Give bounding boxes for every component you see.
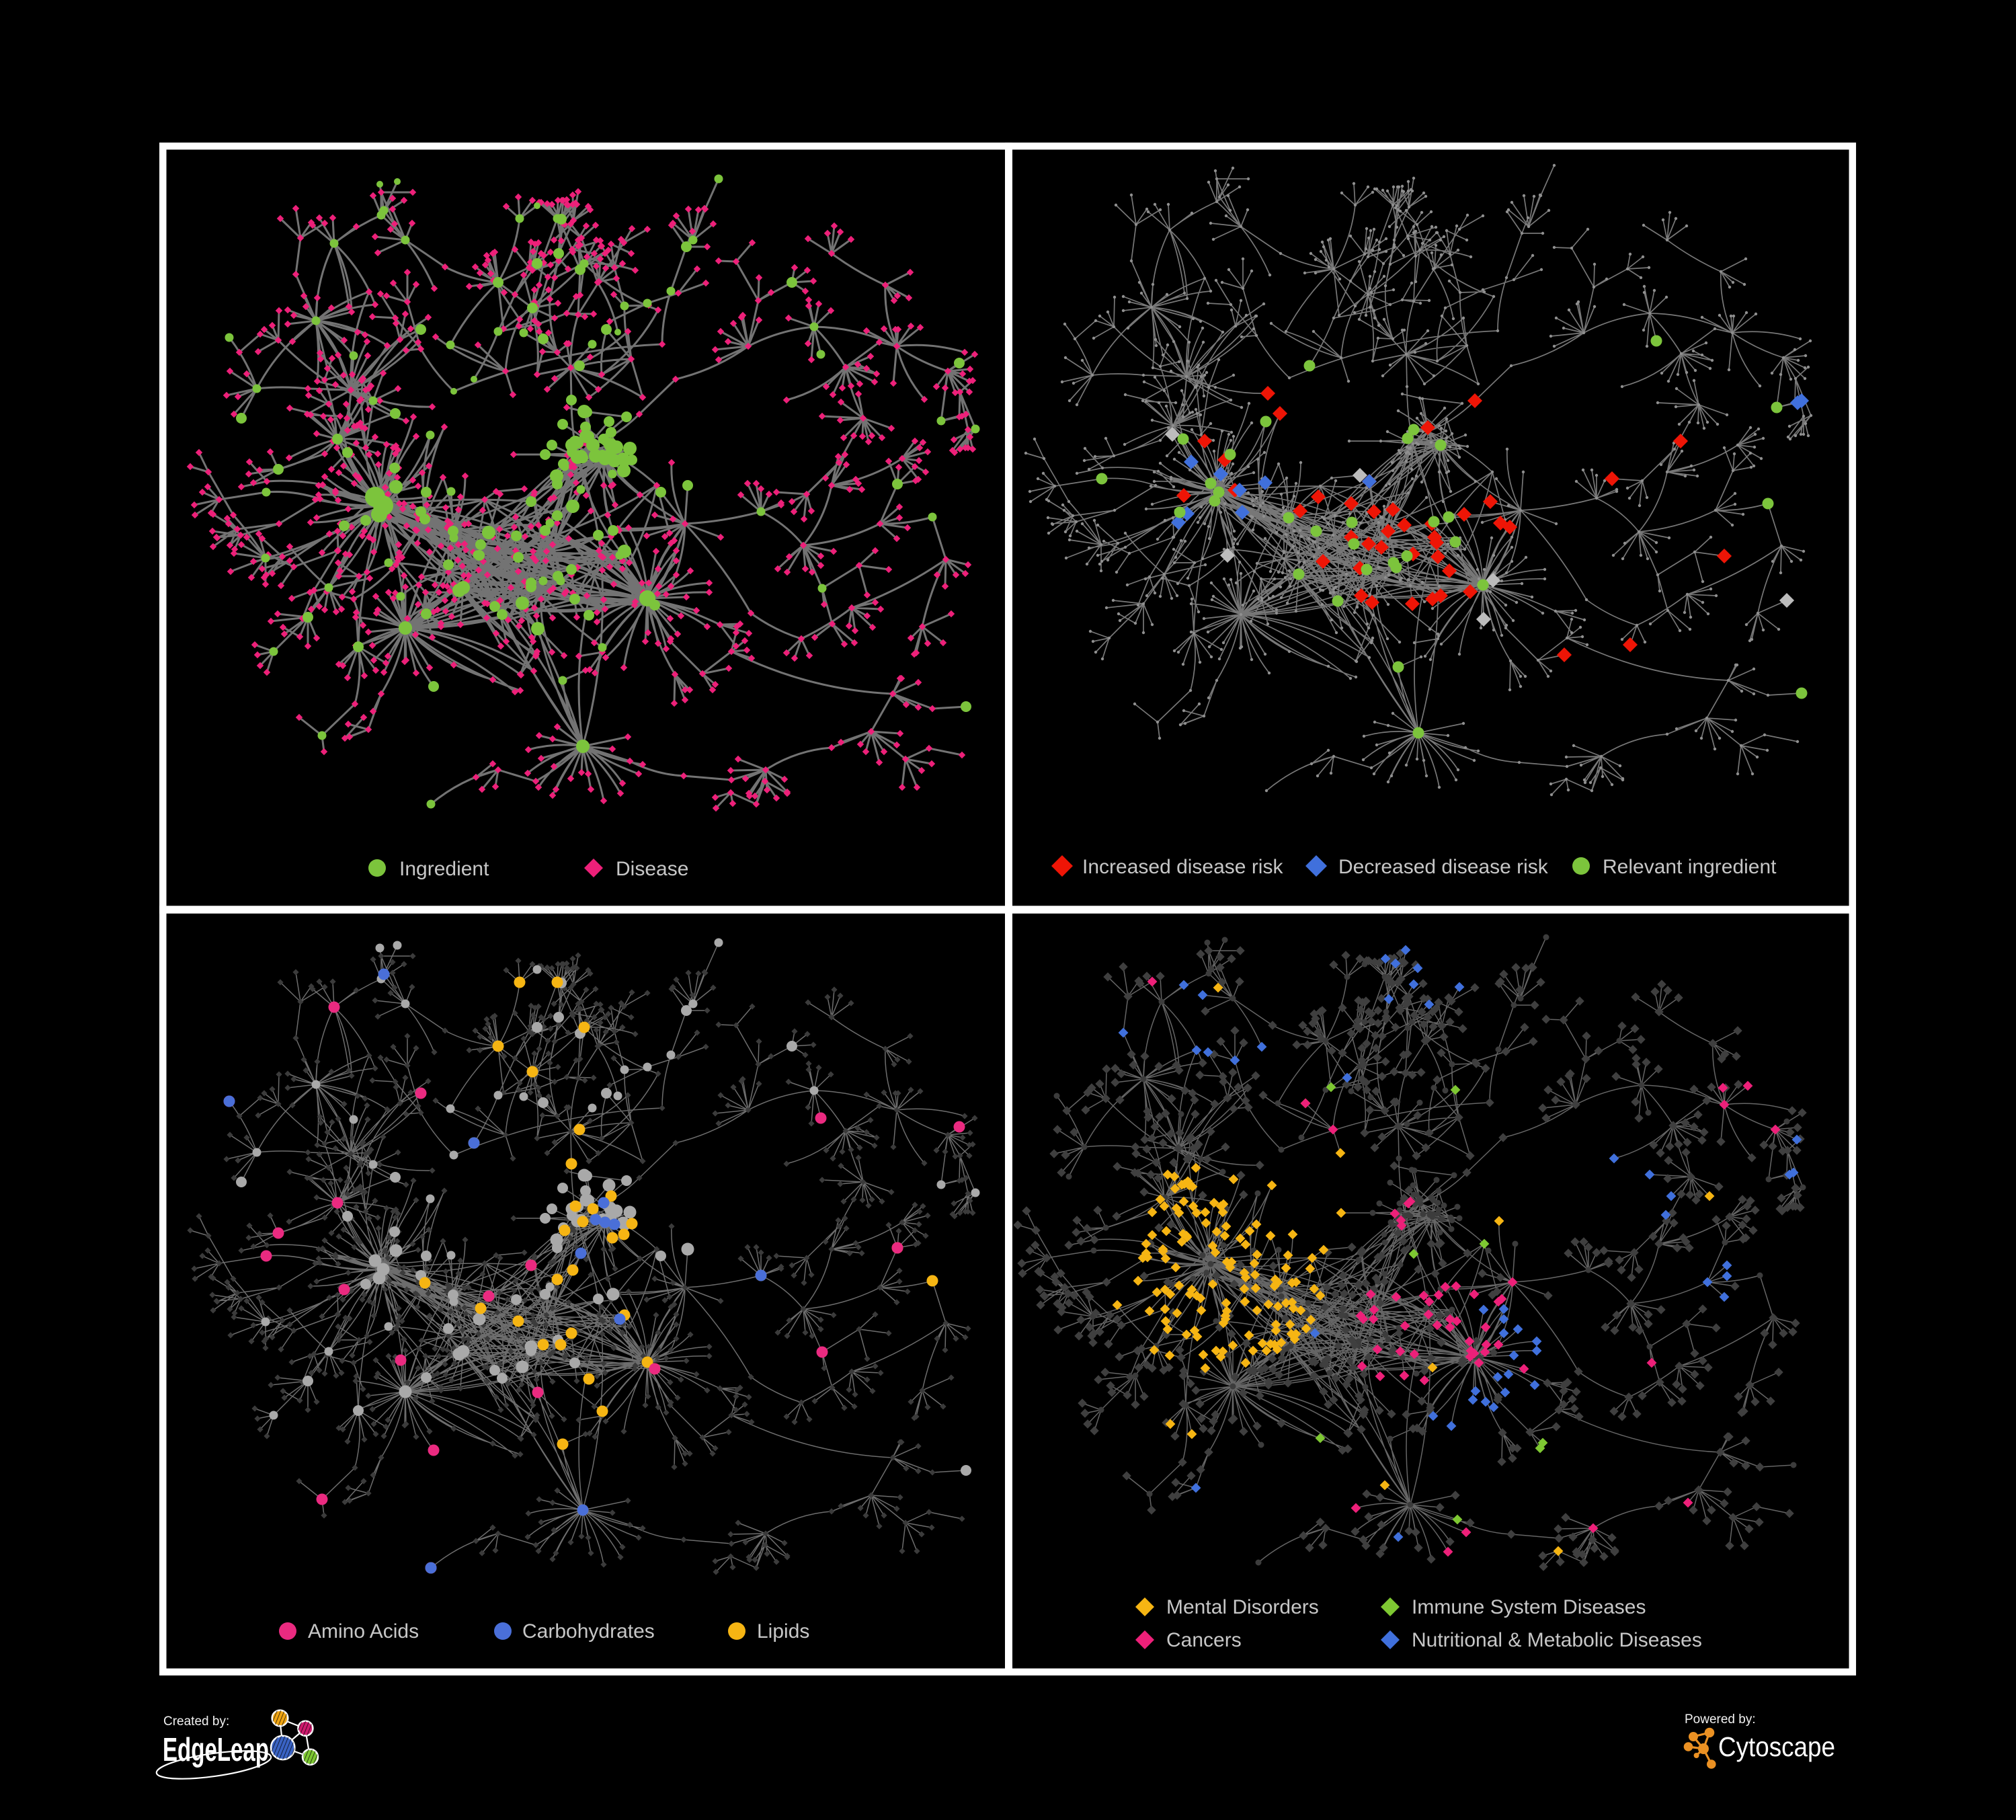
svg-text:Increased disease risk: Increased disease risk (1082, 856, 1283, 878)
svg-text:Immune System Diseases: Immune System Diseases (1412, 1596, 1646, 1618)
svg-text:Powered by:: Powered by: (1685, 1712, 1756, 1727)
svg-text:Disease: Disease (616, 858, 688, 880)
svg-text:EdgeLeap: EdgeLeap (163, 1732, 269, 1768)
svg-text:Amino Acids: Amino Acids (308, 1620, 419, 1643)
svg-text:Carbohydrates: Carbohydrates (522, 1620, 655, 1643)
svg-text:Mental Disorders: Mental Disorders (1166, 1596, 1319, 1618)
svg-text:Lipids: Lipids (757, 1620, 809, 1643)
svg-text:Relevant ingredient: Relevant ingredient (1603, 856, 1777, 878)
svg-text:Created by:: Created by: (163, 1714, 229, 1729)
svg-text:Cytoscape: Cytoscape (1718, 1731, 1835, 1762)
svg-text:Ingredient: Ingredient (399, 858, 489, 880)
svg-text:Decreased disease risk: Decreased disease risk (1338, 856, 1549, 878)
svg-text:Cancers: Cancers (1166, 1629, 1242, 1651)
svg-text:Nutritional & Metabolic Diseas: Nutritional & Metabolic Diseases (1412, 1629, 1702, 1651)
